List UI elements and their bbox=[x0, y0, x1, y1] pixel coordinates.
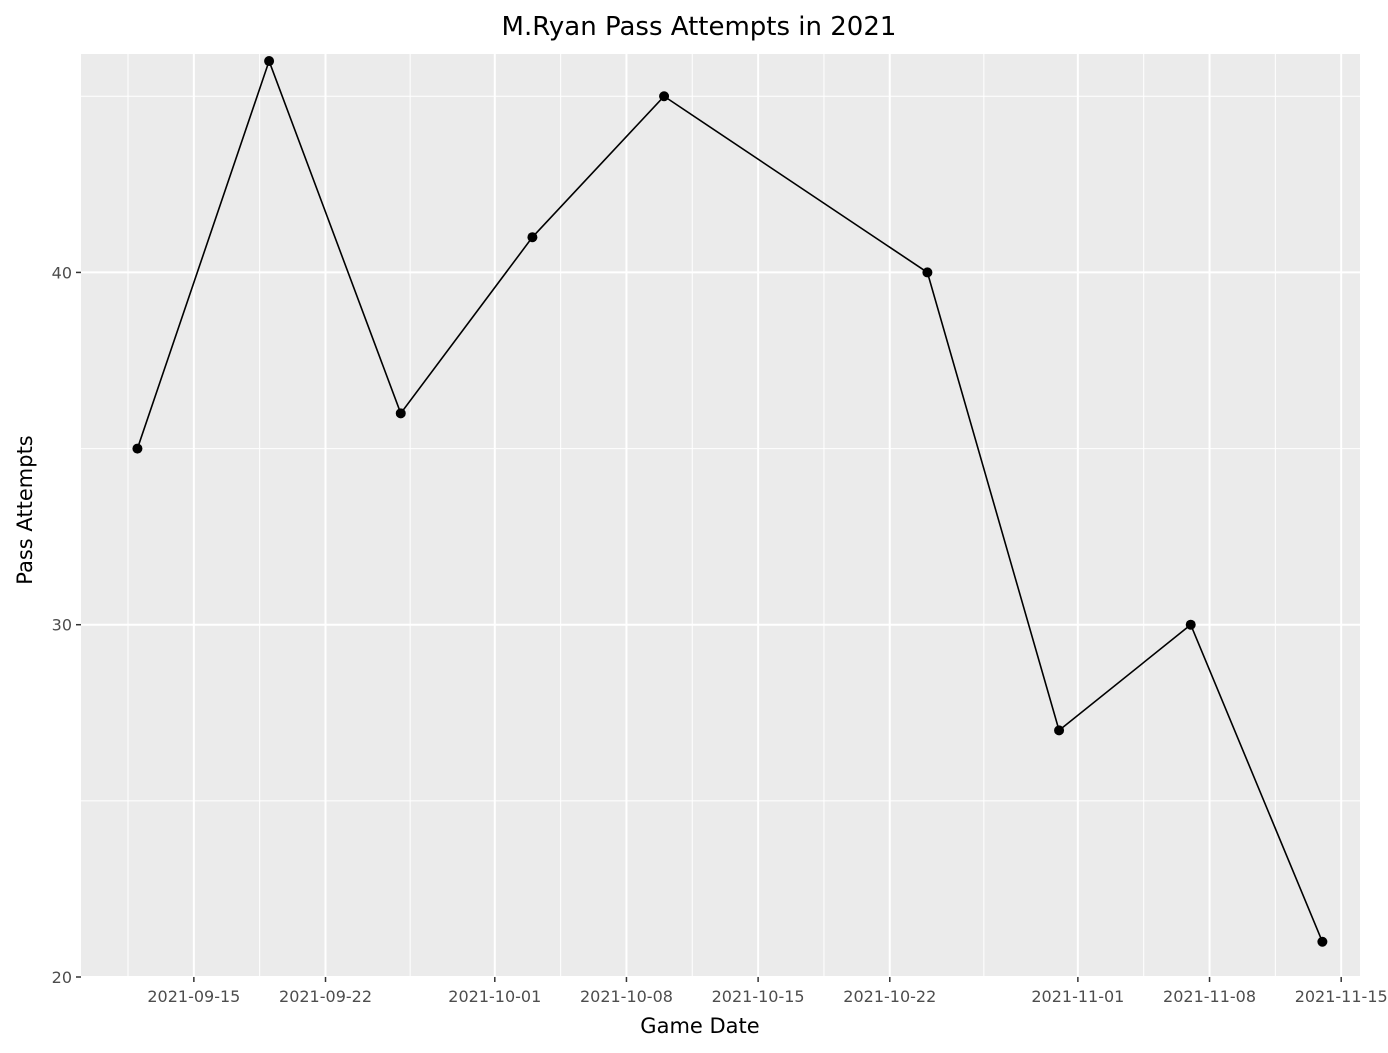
data-point bbox=[527, 232, 538, 243]
y-axis-title: Pass Attempts bbox=[13, 435, 37, 585]
x-axis-title: Game Date bbox=[640, 1014, 759, 1038]
x-tick-label: 2021-09-22 bbox=[279, 987, 372, 1006]
minor-gridlines bbox=[81, 54, 1360, 977]
x-tick-label: 2021-10-01 bbox=[448, 987, 541, 1006]
x-tick-label: 2021-10-15 bbox=[712, 987, 805, 1006]
x-tick-label: 2021-10-22 bbox=[843, 987, 936, 1006]
x-tick-label: 2021-11-15 bbox=[1295, 987, 1388, 1006]
y-tick-label: 30 bbox=[52, 616, 72, 635]
data-point bbox=[395, 408, 406, 419]
x-tick-label: 2021-09-15 bbox=[147, 987, 240, 1006]
y-tick-label: 40 bbox=[52, 263, 72, 282]
x-tick-label: 2021-11-01 bbox=[1031, 987, 1124, 1006]
data-point bbox=[659, 91, 670, 102]
data-point bbox=[132, 443, 143, 454]
y-tick-label: 20 bbox=[52, 968, 72, 987]
plot-panel bbox=[81, 54, 1360, 977]
data-point bbox=[1185, 619, 1196, 630]
x-tick-label: 2021-11-08 bbox=[1163, 987, 1256, 1006]
data-point bbox=[922, 267, 933, 278]
data-point bbox=[1054, 725, 1065, 736]
x-tick-label: 2021-10-08 bbox=[580, 987, 673, 1006]
y-axis-ticks: 20 30 40 bbox=[52, 263, 81, 987]
x-axis-ticks: 2021-09-15 2021-09-22 2021-10-01 2021-10-08… bbox=[147, 977, 1388, 1006]
data-point bbox=[1317, 936, 1328, 947]
major-gridlines bbox=[81, 54, 1360, 978]
data-point bbox=[264, 56, 275, 67]
chart-title: M.Ryan Pass Attempts in 2021 bbox=[502, 12, 897, 42]
data-points bbox=[132, 56, 1328, 947]
